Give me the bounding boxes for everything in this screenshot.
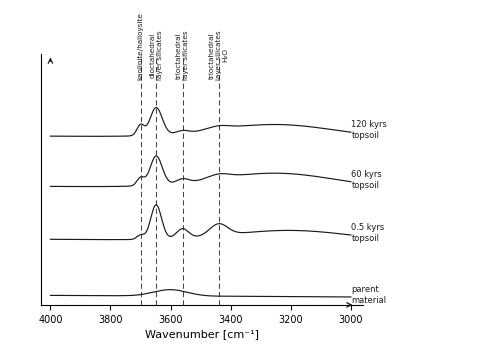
Text: kaolinite/halloysite: kaolinite/halloysite bbox=[138, 12, 143, 80]
Text: parent
material: parent material bbox=[352, 285, 386, 305]
X-axis label: Wavenumber [cm⁻¹]: Wavenumber [cm⁻¹] bbox=[145, 329, 259, 339]
Text: dioctahedral
layer silicates: dioctahedral layer silicates bbox=[150, 30, 162, 80]
Text: 120 kyrs
topsoil: 120 kyrs topsoil bbox=[352, 120, 388, 140]
Text: trioctahedral
layer silicates
H₂O: trioctahedral layer silicates H₂O bbox=[209, 30, 229, 80]
Text: 60 kyrs
topsoil: 60 kyrs topsoil bbox=[352, 170, 382, 190]
Text: trioctahedral
layer silicates: trioctahedral layer silicates bbox=[176, 30, 189, 80]
Text: 0.5 kyrs
topsoil: 0.5 kyrs topsoil bbox=[352, 223, 384, 243]
